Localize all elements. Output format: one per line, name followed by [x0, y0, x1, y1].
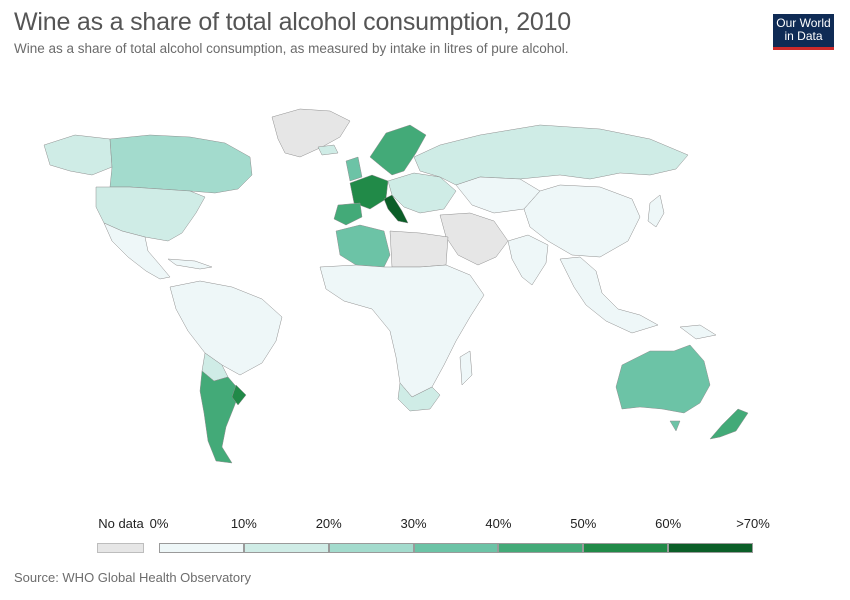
- region-middle-east[interactable]: [439, 212, 509, 266]
- legend-bin-6[interactable]: [668, 543, 753, 553]
- region-png[interactable]: [679, 324, 717, 340]
- owid-logo[interactable]: Our World in Data: [773, 14, 834, 50]
- region-madagascar[interactable]: [459, 350, 473, 386]
- legend-bin-5[interactable]: [583, 543, 669, 553]
- region-scandinavia[interactable]: [369, 124, 427, 176]
- region-mexico[interactable]: [103, 222, 171, 280]
- legend-bin-2[interactable]: [328, 543, 414, 553]
- legend-tick-2: 20%: [315, 516, 342, 531]
- region-japan[interactable]: [647, 194, 665, 228]
- region-north-africa[interactable]: [335, 224, 391, 268]
- region-canada[interactable]: [109, 134, 253, 194]
- legend-color-scale[interactable]: [159, 543, 753, 553]
- legend-bin-4[interactable]: [498, 543, 584, 553]
- legend-tick-3: 30%: [400, 516, 427, 531]
- region-alaska[interactable]: [43, 134, 113, 176]
- region-southeast-asia[interactable]: [559, 256, 659, 334]
- region-libya-egypt[interactable]: [389, 230, 449, 268]
- legend-bin-3[interactable]: [413, 543, 499, 553]
- world-map[interactable]: [0, 95, 850, 475]
- source-note: Source: WHO Global Health Observatory: [14, 570, 251, 585]
- legend-no-data-swatch[interactable]: [97, 543, 144, 553]
- logo-line1: Our World: [776, 16, 831, 30]
- region-iceland[interactable]: [317, 144, 339, 156]
- region-greenland[interactable]: [271, 108, 351, 158]
- logo-line2: in Data: [784, 29, 823, 43]
- region-australia[interactable]: [615, 344, 711, 414]
- region-uruguay[interactable]: [231, 384, 247, 406]
- region-argentina-chile[interactable]: [199, 370, 241, 464]
- legend-bin-0[interactable]: [159, 543, 244, 553]
- region-new-zealand[interactable]: [709, 408, 749, 440]
- region-brazil[interactable]: [169, 280, 283, 376]
- region-russia[interactable]: [413, 124, 689, 186]
- legend-tick-7: >70%: [736, 516, 770, 531]
- region-eastern-europe[interactable]: [387, 172, 457, 214]
- region-sub-saharan-africa[interactable]: [319, 264, 485, 398]
- legend-tick-6: 60%: [655, 516, 682, 531]
- legend-no-data-label: No data: [98, 516, 144, 531]
- region-uk[interactable]: [345, 156, 363, 182]
- legend-tick-5: 50%: [570, 516, 597, 531]
- region-south-africa[interactable]: [397, 382, 441, 412]
- legend-tick-1: 10%: [230, 516, 257, 531]
- region-china[interactable]: [523, 184, 641, 258]
- legend-tick-4: 40%: [485, 516, 512, 531]
- chart-title: Wine as a share of total alcohol consump…: [14, 8, 572, 36]
- region-caribbean[interactable]: [167, 258, 213, 270]
- region-tasmania[interactable]: [669, 420, 681, 432]
- legend-bin-1[interactable]: [243, 543, 329, 553]
- region-iberia[interactable]: [333, 202, 363, 226]
- region-india[interactable]: [507, 234, 549, 286]
- legend-tick-0: 0%: [149, 516, 169, 531]
- chart-subtitle: Wine as a share of total alcohol consump…: [14, 41, 569, 56]
